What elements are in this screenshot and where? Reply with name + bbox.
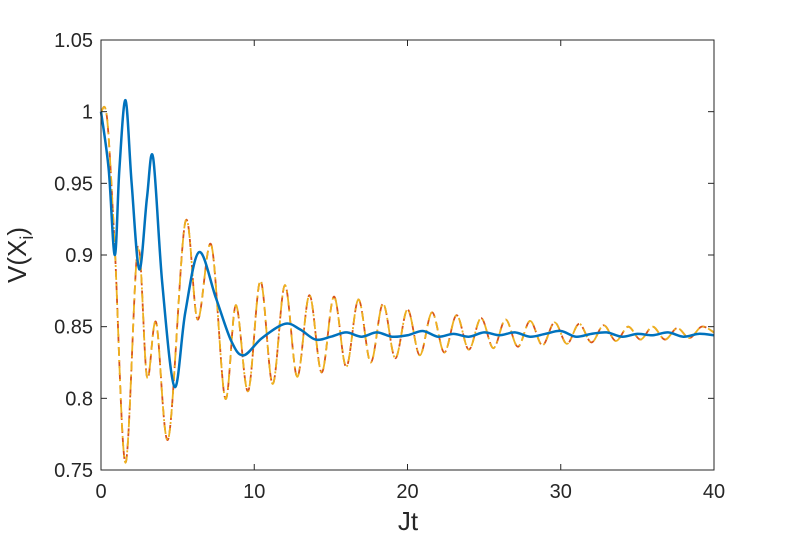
y-label-close: ): [2, 227, 32, 236]
y-tick-label: 0.95: [54, 173, 93, 195]
y-axis-label: V(Xi): [2, 227, 37, 283]
series-line: [100, 106, 715, 464]
x-tick-label: 20: [396, 481, 418, 503]
y-label-base: V(X: [2, 240, 32, 283]
y-tick-label: 0.9: [65, 245, 93, 267]
y-label-sub: i: [17, 236, 37, 240]
y-tick-label: 0.85: [54, 317, 93, 339]
x-tick-label: 0: [95, 481, 106, 503]
x-tick-label: 30: [550, 481, 572, 503]
x-axis-label: Jt: [398, 506, 419, 536]
y-tick-label: 1.05: [54, 30, 93, 52]
x-tick-label: 40: [703, 481, 725, 503]
plot-frame: [100, 39, 715, 471]
y-tick-label: 0.8: [65, 388, 93, 410]
series-line: [100, 106, 715, 464]
y-tick-label: 1: [82, 102, 93, 124]
x-tick-label: 10: [243, 481, 265, 503]
y-tick-label: 0.75: [54, 460, 93, 482]
series-line: [99, 98, 715, 389]
